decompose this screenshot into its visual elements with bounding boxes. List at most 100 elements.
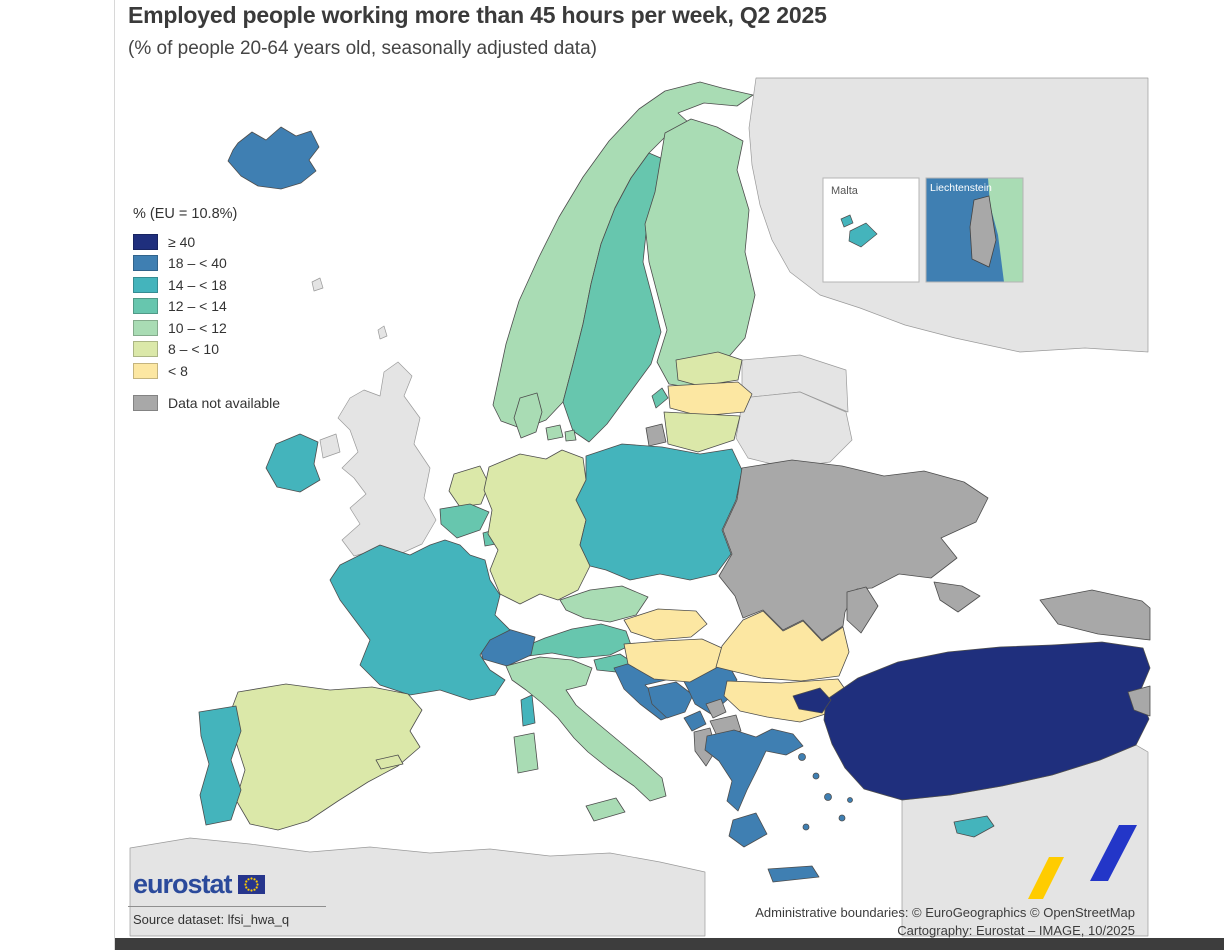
country-romania	[715, 610, 850, 682]
country-italy	[505, 656, 667, 802]
country-uk	[337, 361, 437, 557]
attribution-cartography: Cartography: Eurostat – IMAGE, 10/2025	[897, 923, 1135, 938]
liechtenstein-shape	[969, 195, 997, 268]
country-greece	[704, 728, 804, 812]
country-montenegro	[683, 710, 707, 732]
malta-island	[848, 222, 878, 248]
page-left-rule	[114, 0, 115, 950]
inset-liechtenstein-label: Liechtenstein	[930, 182, 992, 194]
legend-label: 14 – < 18	[168, 276, 227, 293]
legend-item-na: Data not available	[133, 394, 280, 411]
country-spain	[228, 683, 423, 831]
decor-blue-ribbon	[1090, 825, 1137, 881]
legend-item: 12 – < 14	[133, 298, 280, 315]
country-bosnia	[647, 681, 694, 719]
legend-title: % (EU = 10.8%)	[133, 206, 238, 222]
sardinia-island	[513, 732, 539, 774]
turkish-thrace	[792, 687, 832, 714]
shetland-islands	[377, 325, 388, 340]
country-slovakia	[623, 608, 708, 641]
aegean-island	[838, 814, 846, 822]
aegean-island	[824, 793, 832, 801]
country-kosovo	[705, 698, 727, 719]
decor-yellow-ribbon	[1028, 857, 1064, 899]
country-poland	[575, 443, 743, 581]
country-denmark	[513, 392, 543, 439]
country-france	[329, 539, 511, 701]
region-caucasus	[1039, 589, 1151, 641]
peloponnese	[728, 812, 768, 848]
legend-swatch	[133, 276, 158, 293]
legend-label: < 8	[168, 362, 188, 379]
country-latvia	[667, 381, 753, 417]
country-netherlands	[448, 465, 490, 508]
legend-item: 10 – < 12	[133, 319, 280, 336]
eu-flag-icon	[237, 875, 265, 894]
legend-label: 18 – < 40	[168, 255, 227, 271]
legend-label: Data not available	[168, 394, 281, 411]
legend-swatch-na	[133, 394, 158, 411]
inset-malta-label: Malta	[831, 185, 859, 197]
legend-item: 14 – < 18	[133, 276, 280, 293]
legend-swatch	[133, 298, 158, 314]
country-moldova	[846, 586, 879, 634]
country-austria	[520, 623, 632, 659]
legend-swatch	[133, 341, 158, 357]
legend-label: 10 – < 12	[168, 319, 227, 336]
balearic-islands	[375, 754, 404, 770]
country-ireland	[265, 433, 321, 493]
aegean-island	[798, 753, 806, 761]
footer-divider	[128, 906, 326, 907]
country-germany	[483, 449, 591, 605]
aegean-island	[802, 823, 810, 831]
country-iceland	[227, 126, 320, 190]
legend-item: < 8	[133, 362, 280, 379]
country-finland	[644, 118, 756, 389]
country-estonia	[675, 351, 743, 387]
eurostat-logo: eurostat	[133, 869, 265, 900]
faroe-islands	[311, 277, 324, 292]
bottom-bar	[115, 938, 1224, 950]
eurostat-logo-text: eurostat	[133, 869, 233, 899]
region-caucasus-small	[1127, 685, 1151, 717]
crimea-peninsula	[933, 581, 981, 613]
legend-item: 8 – < 10	[133, 341, 280, 358]
country-lithuania	[663, 411, 741, 453]
land-north-africa	[129, 837, 706, 937]
legend-swatch	[133, 362, 158, 379]
source-dataset: Source dataset: lfsi_hwa_q	[133, 912, 290, 927]
legend-swatch	[133, 233, 158, 250]
gotland-island	[651, 387, 669, 409]
attribution-boundaries: Administrative boundaries: © EuroGeograp…	[755, 905, 1135, 920]
inset-malta: Malta	[822, 177, 920, 283]
header: Employed people working more than 45 hou…	[128, 2, 1088, 60]
legend: % (EU = 10.8%) ≥ 40 18 – < 40 14 – < 18 …	[133, 206, 280, 416]
inset-austria-area	[988, 178, 1023, 282]
gozo-island	[840, 214, 854, 228]
legend-label: 8 – < 10	[168, 341, 219, 357]
sicily-island	[585, 797, 626, 822]
map-title: Employed people working more than 45 hou…	[128, 2, 827, 28]
country-cyprus	[953, 815, 995, 838]
country-hungary	[623, 638, 723, 683]
country-belgium	[439, 503, 490, 539]
aegean-island	[812, 772, 820, 780]
legend-label: 12 – < 14	[168, 298, 227, 314]
country-northern-ireland	[319, 433, 341, 459]
legend-label: ≥ 40	[168, 233, 196, 250]
legend-item: ≥ 40	[133, 233, 280, 250]
corsica-island	[520, 694, 536, 727]
legend-swatch	[133, 255, 158, 271]
country-portugal	[198, 705, 242, 826]
crete-island	[767, 865, 820, 883]
legend-swatch	[133, 319, 158, 336]
aegean-island	[847, 797, 853, 803]
inset-liechtenstein: Liechtenstein	[925, 177, 1024, 283]
country-czechia	[559, 585, 649, 623]
country-turkey	[823, 641, 1151, 801]
legend-item: 18 – < 40	[133, 255, 280, 272]
region-kaliningrad	[645, 423, 667, 447]
denmark-islands	[545, 424, 577, 442]
